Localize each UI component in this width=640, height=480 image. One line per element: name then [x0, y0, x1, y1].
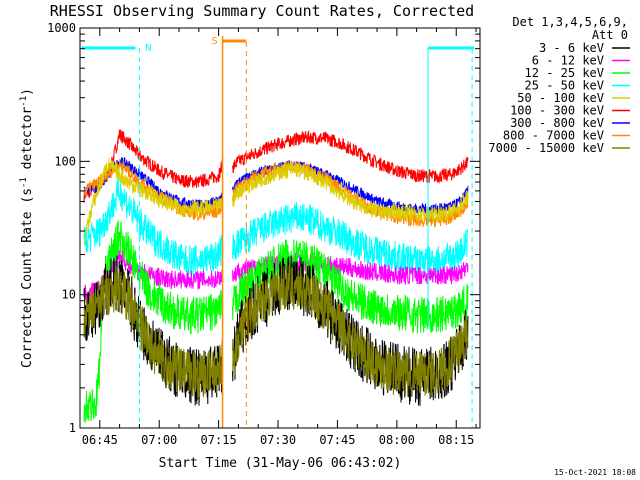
x-tick-label-07:45: 07:45 — [319, 433, 355, 447]
x-axis-label: Start Time (31-May-06 06:43:02) — [159, 456, 402, 471]
y-axis-label: Corrected Count Rate (s-1 detector-1) — [19, 88, 35, 368]
y-tick-label-100: 100 — [54, 154, 76, 168]
x-tick-label-07:15: 07:15 — [201, 433, 237, 447]
saa-marker-label: S — [212, 36, 218, 47]
series-line-100-300-kev-seg2 — [232, 130, 469, 184]
plot-frame — [79, 27, 481, 429]
axis-layer: 06:45 07:00 07:15 07:30 07:45 08:00 08:15 1 10 10… — [47, 21, 481, 447]
legend-label-100-300-kev: 100 - 300 keV — [510, 104, 604, 118]
y-label-sup2: -1 — [19, 96, 29, 107]
series-line-7000-15000-kev-seg2 — [232, 264, 469, 397]
y-tick-label-1000: 1000 — [47, 21, 76, 35]
series-line-50-100-kev-seg1 — [83, 158, 223, 246]
y-label-part1: Corrected Count Rate (s — [20, 188, 35, 368]
series-line-12-25-kev-seg1 — [83, 220, 223, 424]
series-line-25-50-kev-seg2 — [232, 201, 469, 276]
legend-label-7000-15000-kev: 7000 - 15000 keV — [488, 141, 604, 155]
legend-header-attenuator: Att 0 — [592, 28, 628, 42]
series-line-25-50-kev-seg1 — [83, 178, 223, 277]
legend-label-3-6-kev: 3 - 6 keV — [539, 41, 604, 55]
legend-label-6-12-kev: 6 - 12 keV — [532, 54, 604, 68]
series-line-50-100-kev-seg2 — [232, 162, 469, 223]
night-marker-label: N — [145, 43, 151, 54]
x-tick-label-07:30: 07:30 — [260, 433, 296, 447]
y-tick-label-10: 10 — [62, 288, 76, 302]
chart-title: RHESSI Observing Summary Count Rates, Co… — [50, 2, 474, 20]
series-layer — [83, 129, 469, 424]
legend-header-detectors: Det 1,3,4,5,6,9, — [512, 15, 628, 29]
x-tick-label-08:15: 08:15 — [438, 433, 474, 447]
series-line-7000-15000-kev-seg1 — [83, 266, 223, 399]
x-tick-label-08:00: 08:00 — [379, 433, 415, 447]
legend-label-50-100-kev: 50 - 100 keV — [517, 91, 604, 105]
series-line-12-25-kev-seg2 — [232, 239, 469, 334]
legend-label-25-50-kev: 25 - 50 keV — [525, 79, 604, 93]
y-label-part3: ) — [20, 88, 35, 96]
x-tick-label-07:00: 07:00 — [141, 433, 177, 447]
y-label-sup1: -1 — [19, 177, 29, 188]
y-label-part2: detector — [20, 107, 35, 178]
date-stamp: 15-Oct-2021 18:08 — [554, 468, 636, 477]
legend-label-300-800-kev: 300 - 800 keV — [510, 116, 604, 130]
legend-label-12-25-kev: 12 - 25 keV — [525, 66, 604, 80]
marker-layer: NS — [82, 36, 475, 428]
legend-label-800-7000-kev: 800 - 7000 keV — [503, 129, 604, 143]
y-tick-label-1: 1 — [69, 421, 76, 435]
x-tick-label-06:45: 06:45 — [82, 433, 118, 447]
